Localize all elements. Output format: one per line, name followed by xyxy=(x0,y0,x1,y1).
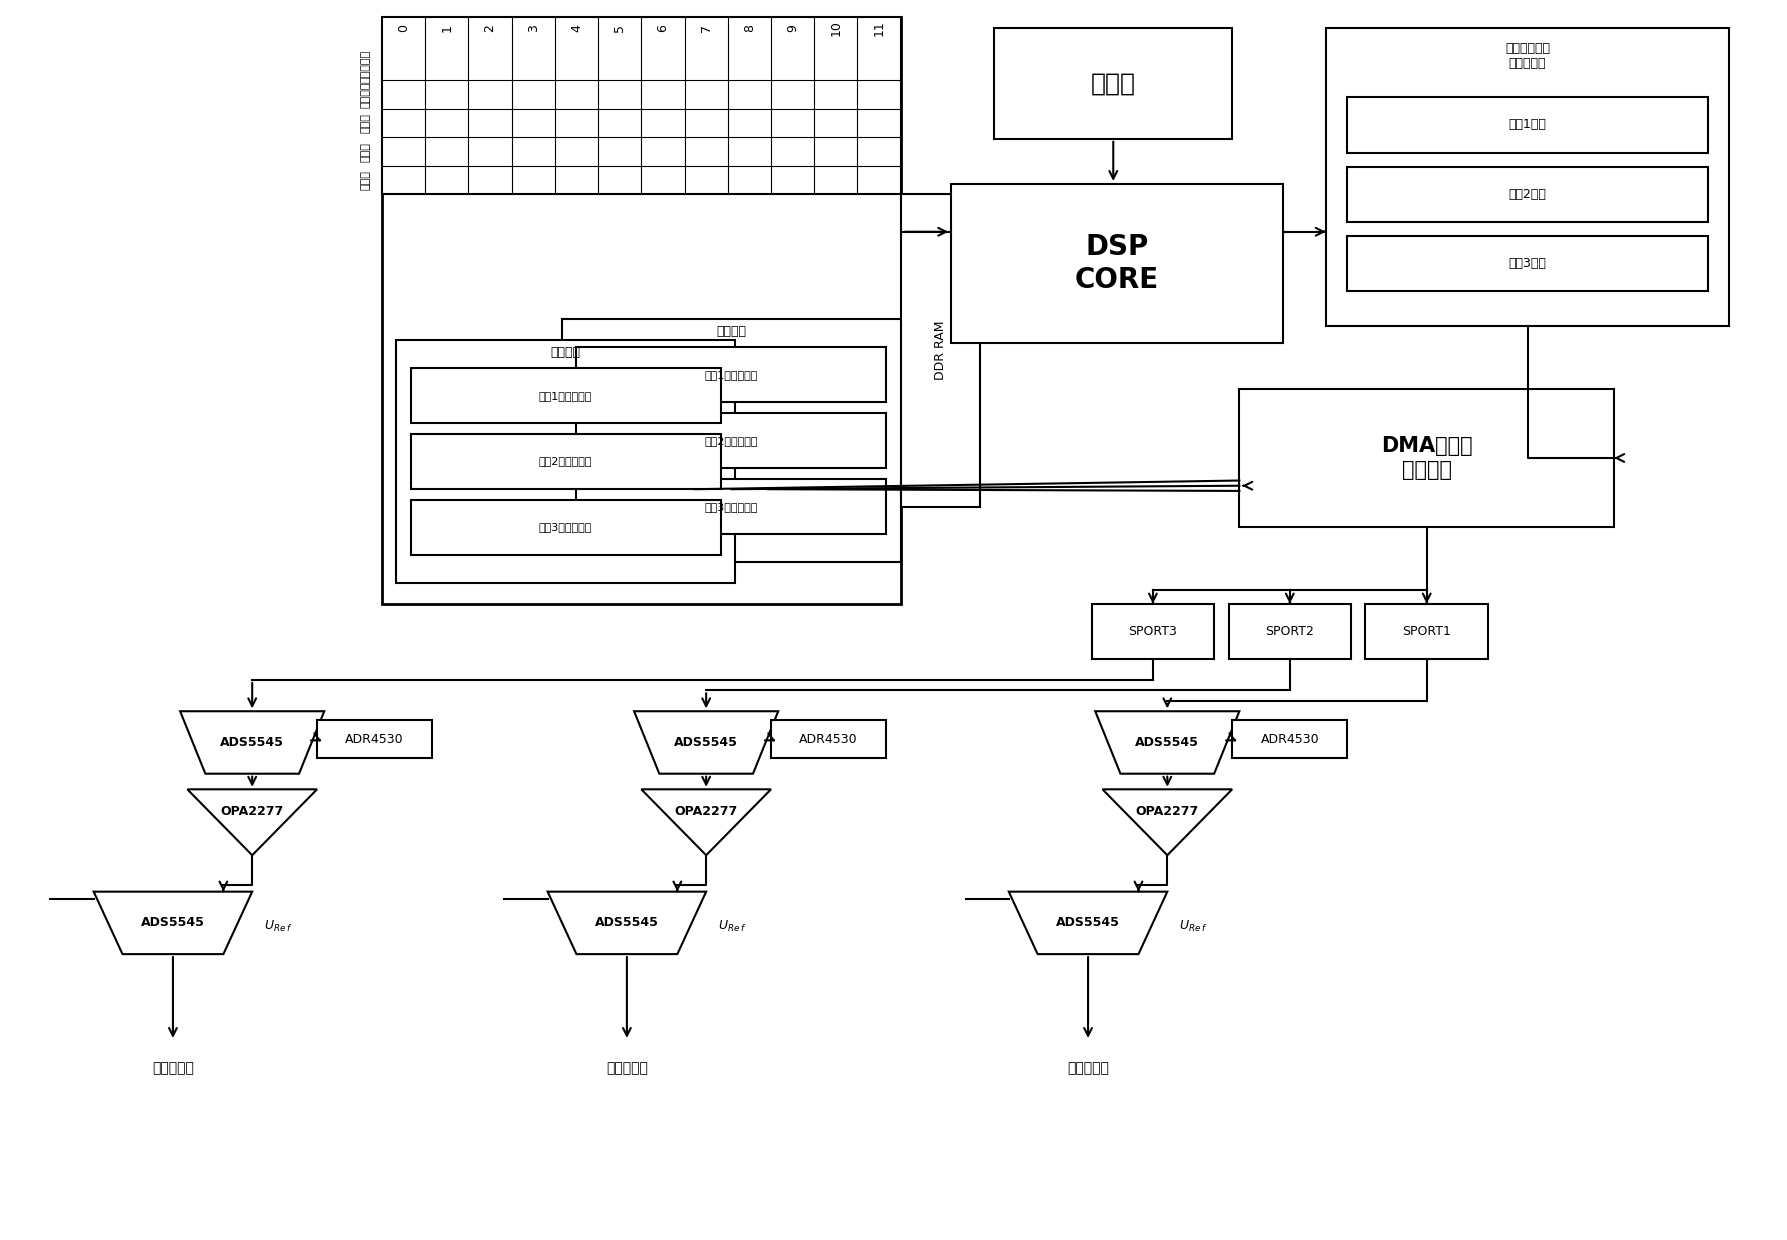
Text: 通道3控制: 通道3控制 xyxy=(1508,257,1546,270)
Text: 通道2发送方块区: 通道2发送方块区 xyxy=(704,435,758,445)
Bar xyxy=(1365,604,1489,660)
Bar xyxy=(994,27,1233,139)
Text: 一输出通道: 一输出通道 xyxy=(152,1061,193,1075)
Text: 通道一: 通道一 xyxy=(361,113,370,133)
Bar xyxy=(1233,720,1347,758)
Text: 5: 5 xyxy=(613,24,625,32)
Text: 7: 7 xyxy=(701,24,713,32)
Bar xyxy=(1092,604,1213,660)
Bar xyxy=(1347,166,1708,222)
Bar xyxy=(901,195,979,507)
Text: 4: 4 xyxy=(570,24,583,32)
Bar xyxy=(951,184,1283,343)
Bar xyxy=(382,17,901,195)
Text: ADS5545: ADS5545 xyxy=(141,916,206,930)
Bar xyxy=(1347,236,1708,291)
Bar xyxy=(382,17,901,604)
Bar xyxy=(411,368,720,423)
Polygon shape xyxy=(642,790,770,856)
Bar xyxy=(316,720,432,758)
Polygon shape xyxy=(1103,790,1233,856)
Bar xyxy=(411,500,720,556)
Text: SPORT2: SPORT2 xyxy=(1265,625,1313,637)
Bar xyxy=(1240,388,1614,527)
Text: 2: 2 xyxy=(484,24,497,32)
Polygon shape xyxy=(188,790,316,856)
Text: DSP
CORE: DSP CORE xyxy=(1074,233,1160,294)
Text: $U_{Re\,f}$: $U_{Re\,f}$ xyxy=(1179,919,1206,934)
Bar xyxy=(1326,27,1730,326)
Bar xyxy=(1347,97,1708,153)
Text: $U_{Re\,f}$: $U_{Re\,f}$ xyxy=(264,919,291,934)
Text: 通道1发送方块区: 通道1发送方块区 xyxy=(704,370,758,379)
Text: ADS5545: ADS5545 xyxy=(595,916,659,930)
Text: DDR RAM: DDR RAM xyxy=(935,321,947,381)
Text: 以太网接收: 以太网接收 xyxy=(361,50,370,83)
Text: 接口驱动程序
及处理程序: 接口驱动程序 及处理程序 xyxy=(1505,41,1549,69)
Text: 通道1控制: 通道1控制 xyxy=(1508,118,1546,131)
Polygon shape xyxy=(1095,712,1240,774)
Text: ADS5545: ADS5545 xyxy=(220,737,284,749)
Text: $U_{Re\,f}$: $U_{Re\,f}$ xyxy=(718,919,745,934)
Bar xyxy=(1229,604,1351,660)
Text: ADS5545: ADS5545 xyxy=(1135,737,1199,749)
Polygon shape xyxy=(547,892,706,954)
Text: 9: 9 xyxy=(786,24,799,32)
Text: SPORT1: SPORT1 xyxy=(1403,625,1451,637)
Bar xyxy=(411,434,720,490)
Text: 11: 11 xyxy=(872,20,886,36)
Bar xyxy=(577,413,886,469)
Text: 以太网: 以太网 xyxy=(1090,71,1137,95)
Text: ADS5545: ADS5545 xyxy=(1056,916,1120,930)
Text: SPORT3: SPORT3 xyxy=(1128,625,1178,637)
Text: OPA2277: OPA2277 xyxy=(1137,805,1199,818)
Text: 3: 3 xyxy=(527,24,540,32)
Text: 0: 0 xyxy=(397,24,409,32)
Polygon shape xyxy=(93,892,252,954)
Bar xyxy=(577,347,886,403)
Text: 二输出通道: 二输出通道 xyxy=(606,1061,649,1075)
Text: 6: 6 xyxy=(656,24,670,32)
Polygon shape xyxy=(180,712,323,774)
Bar xyxy=(577,479,886,534)
Text: 缓冲区二: 缓冲区二 xyxy=(717,325,747,339)
Text: ADR4530: ADR4530 xyxy=(345,733,404,745)
Polygon shape xyxy=(1010,892,1167,954)
Text: 通道3发送方块区: 通道3发送方块区 xyxy=(540,522,591,532)
Text: 通道2控制: 通道2控制 xyxy=(1508,187,1546,201)
Text: 通道3发送方块区: 通道3发送方块区 xyxy=(704,501,758,512)
Bar xyxy=(397,340,734,583)
Text: 通道2发送方块区: 通道2发送方块区 xyxy=(540,456,593,466)
Text: 通道三: 通道三 xyxy=(361,170,370,190)
Text: 1: 1 xyxy=(440,24,454,32)
Text: OPA2277: OPA2277 xyxy=(674,805,738,818)
Text: 通道二: 通道二 xyxy=(361,141,370,161)
Text: 10: 10 xyxy=(829,20,842,36)
Text: OPA2277: OPA2277 xyxy=(220,805,284,818)
Text: ADR4530: ADR4530 xyxy=(799,733,858,745)
Bar xyxy=(563,319,901,562)
Text: ADS5545: ADS5545 xyxy=(674,737,738,749)
Text: 令牌总线: 令牌总线 xyxy=(361,82,370,108)
Text: 通道1发送方块区: 通道1发送方块区 xyxy=(540,391,591,401)
Bar xyxy=(770,720,886,758)
Text: DMA控制器
并行输出: DMA控制器 并行输出 xyxy=(1381,436,1472,480)
Text: 8: 8 xyxy=(743,24,756,32)
Text: ADR4530: ADR4530 xyxy=(1260,733,1319,745)
Polygon shape xyxy=(634,712,777,774)
Text: 缓冲区一: 缓冲区一 xyxy=(550,346,581,360)
Text: 三输出通道: 三输出通道 xyxy=(1067,1061,1110,1075)
